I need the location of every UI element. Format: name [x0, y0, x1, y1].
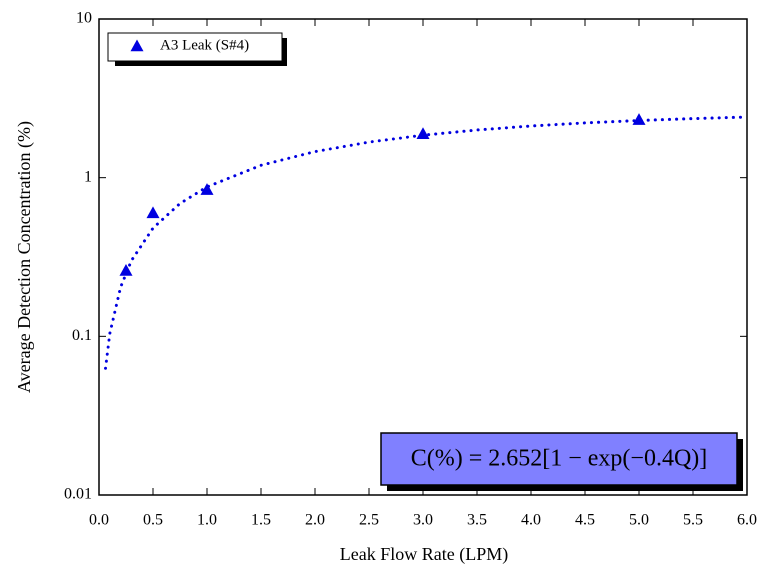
fit-line — [104, 115, 749, 370]
y-tick-label: 1 — [84, 168, 92, 185]
annotation: C(%) = 2.652[1 − exp(−0.4Q)] — [411, 446, 708, 472]
x-tick-label: 0.5 — [143, 512, 163, 529]
x-tick-label: 1.0 — [197, 512, 217, 529]
x-tick-label: 2.5 — [359, 512, 379, 529]
y-tick-label: 10 — [76, 10, 92, 27]
x-tick-label: 2.0 — [305, 512, 325, 529]
x-tick-label: 3.0 — [413, 512, 433, 529]
x-tick-label: 5.5 — [683, 512, 703, 529]
x-tick-label: 0.0 — [89, 512, 109, 529]
legend-label: A3 Leak (S#4) — [160, 37, 249, 53]
data-point — [119, 263, 133, 276]
x-axis-title: Leak Flow Rate (LPM) — [340, 544, 508, 565]
y-tick-label: 0.1 — [72, 327, 92, 344]
x-tick-label: 4.5 — [575, 512, 595, 529]
legend-marker — [130, 39, 144, 52]
data-point — [200, 183, 214, 195]
x-tick-label: 3.5 — [467, 512, 487, 529]
data-point — [416, 127, 430, 140]
x-tick-label: 1.5 — [251, 512, 271, 529]
x-tick-label: 6.0 — [737, 512, 757, 529]
data-point — [632, 113, 646, 125]
x-tick-label: 4.0 — [521, 512, 541, 529]
x-tick-label: 5.0 — [629, 512, 649, 529]
y-tick-label: 0.01 — [64, 486, 92, 503]
annotation-box — [380, 432, 738, 486]
plot-frame — [98, 18, 748, 496]
data-point — [146, 206, 160, 219]
y-axis-title: Average Detection Concentration (%) — [14, 121, 35, 393]
